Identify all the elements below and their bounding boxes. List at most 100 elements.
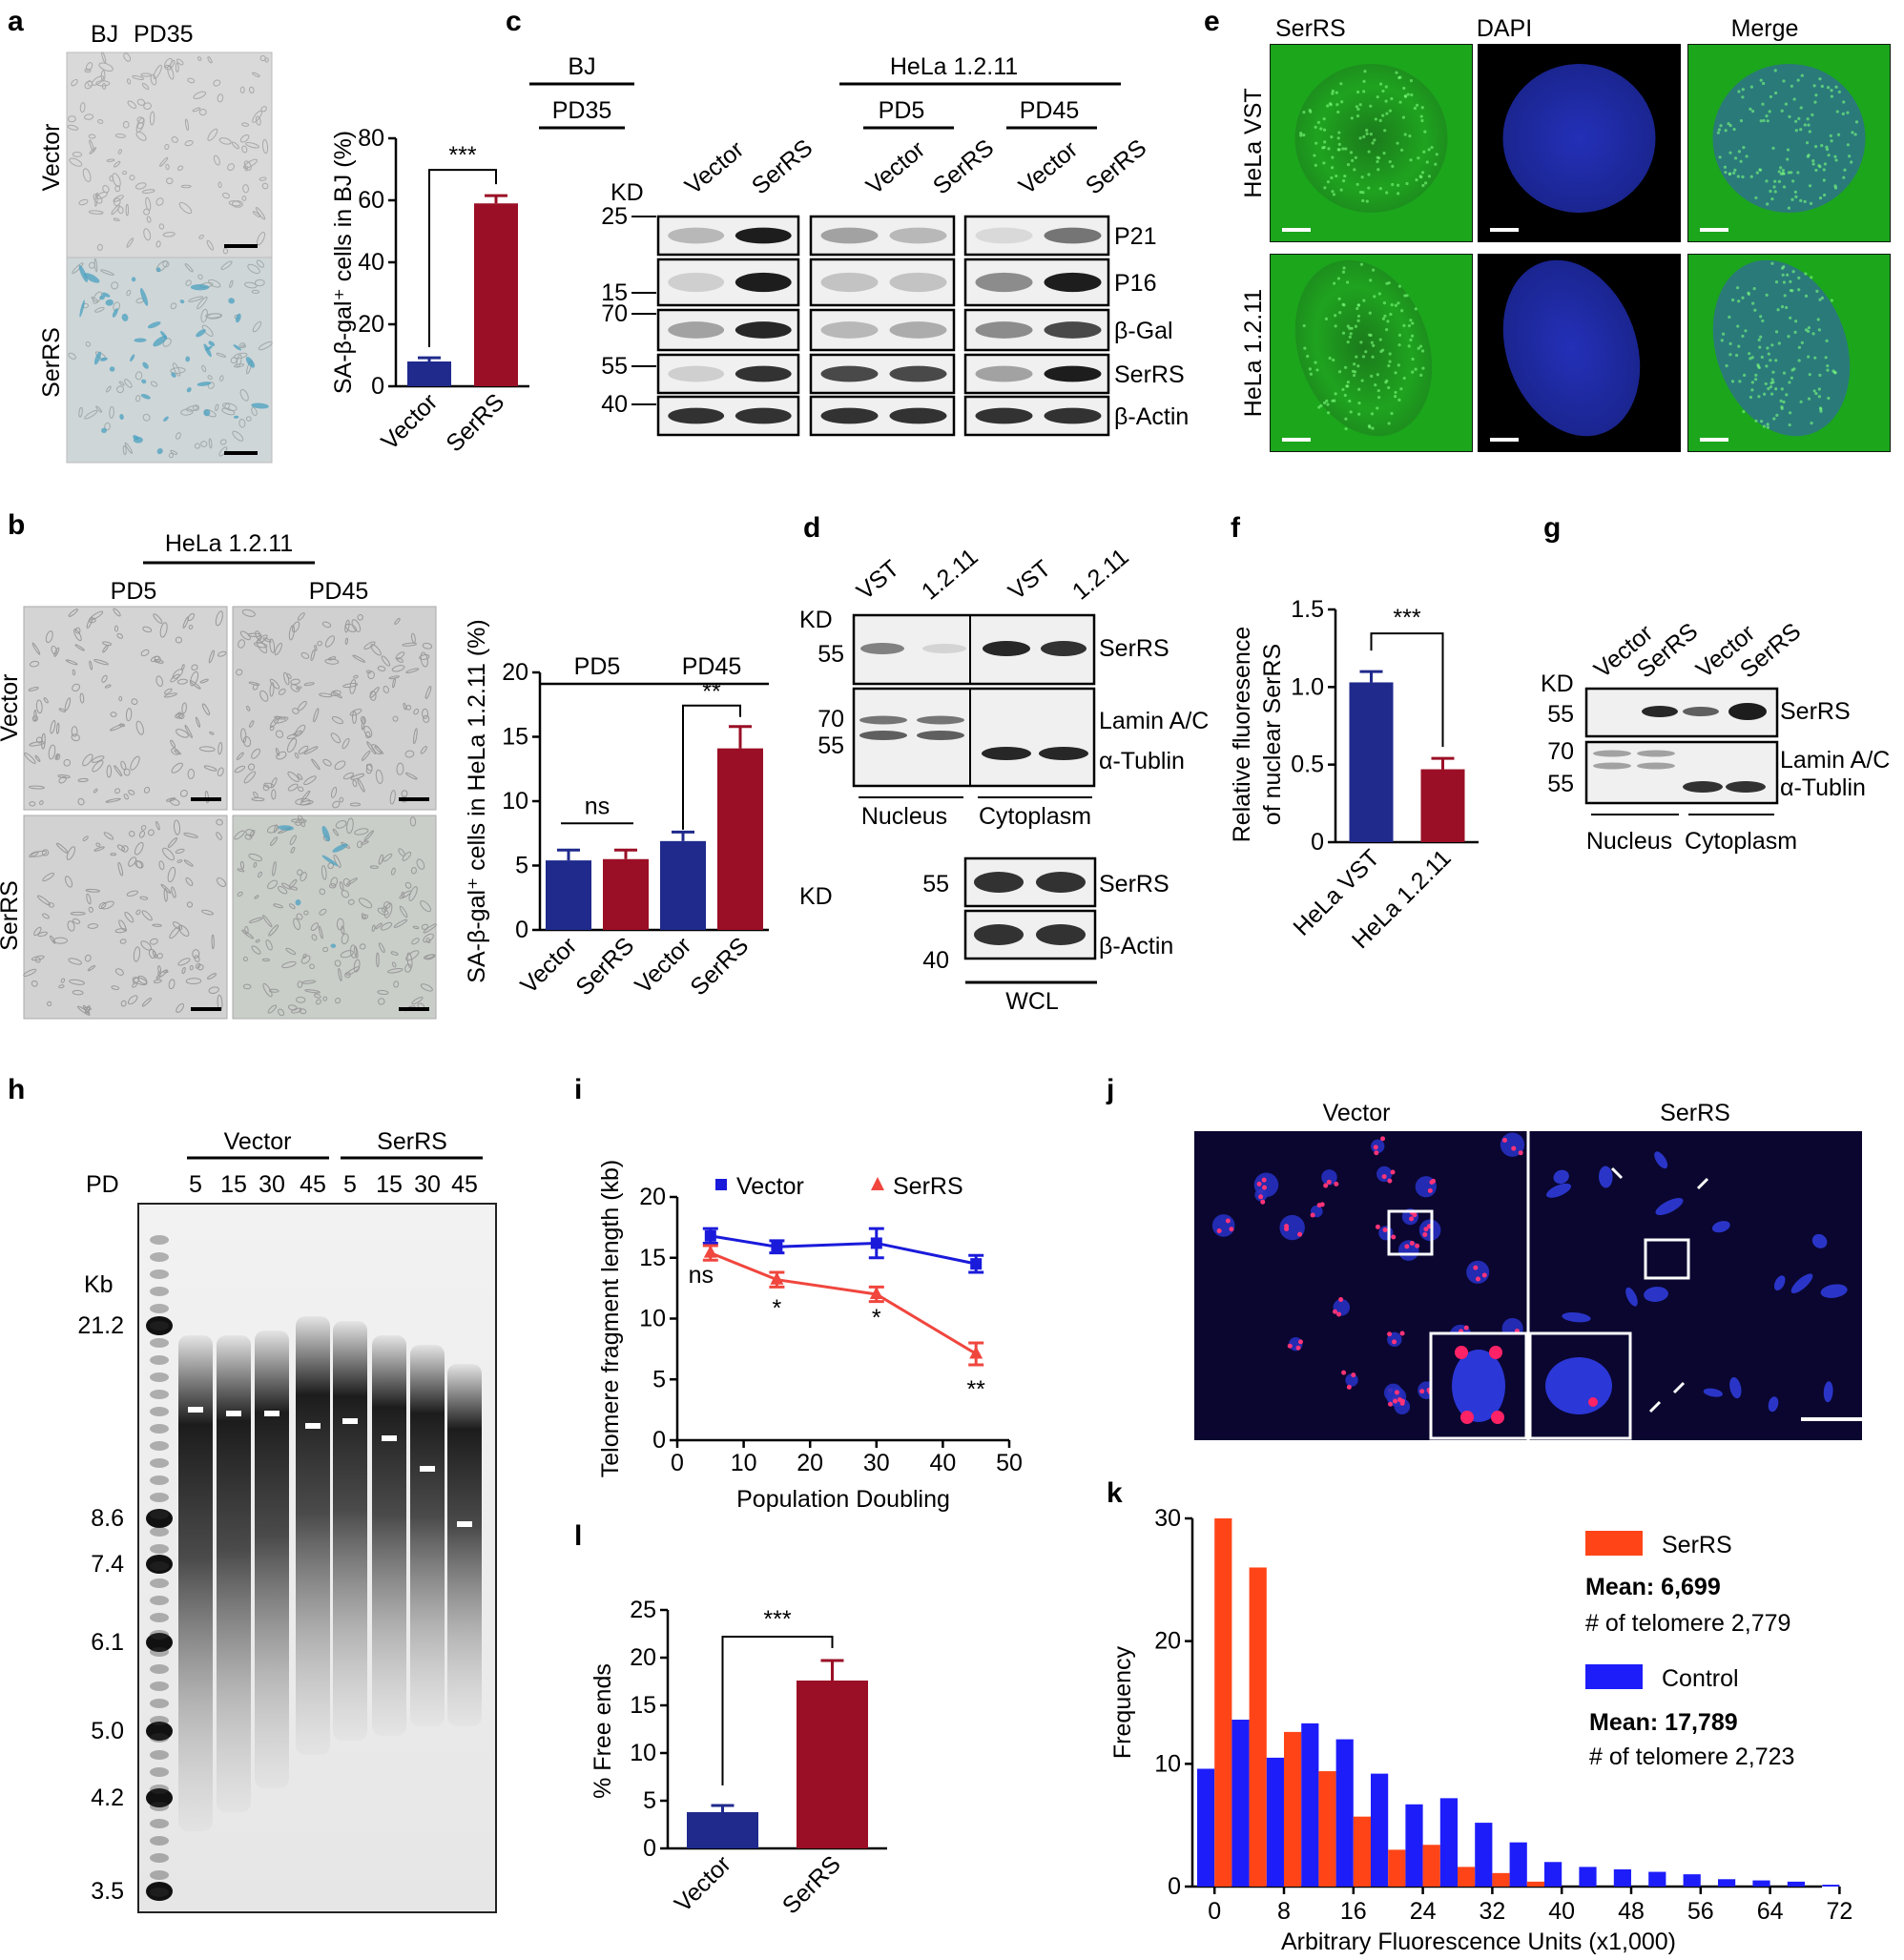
cell xyxy=(183,832,198,838)
cell xyxy=(164,57,173,69)
cell xyxy=(239,630,251,641)
cell xyxy=(342,877,351,887)
histogram-bar xyxy=(1214,1518,1232,1887)
speckle xyxy=(1334,314,1337,318)
cell xyxy=(213,79,221,87)
y-tick-label: 0 xyxy=(643,1835,656,1862)
cell xyxy=(204,790,210,804)
speckle xyxy=(1753,308,1757,312)
speckle xyxy=(1331,155,1335,159)
cell xyxy=(425,938,431,943)
speckle xyxy=(1842,100,1846,104)
cell xyxy=(163,688,173,694)
cell xyxy=(117,206,124,215)
cell xyxy=(420,983,433,992)
kd-title: KD xyxy=(799,607,833,633)
cell xyxy=(155,969,168,980)
ladder-smear xyxy=(150,1596,169,1605)
cell xyxy=(322,996,328,1001)
cell xyxy=(283,671,290,686)
cell xyxy=(132,75,145,80)
speckle xyxy=(1399,387,1403,391)
telomere-signal xyxy=(1397,1397,1403,1403)
speckle xyxy=(1825,339,1829,342)
cell xyxy=(241,122,250,127)
band xyxy=(975,365,1033,382)
cell xyxy=(349,679,357,694)
cell xyxy=(78,406,83,418)
speckle xyxy=(1402,86,1406,91)
median-marker xyxy=(226,1411,241,1416)
cell xyxy=(175,636,183,644)
speckle xyxy=(1369,104,1373,108)
speckle xyxy=(1415,103,1419,107)
band xyxy=(1726,781,1766,793)
cell xyxy=(156,953,163,959)
cell xyxy=(195,962,201,969)
speckle xyxy=(1810,276,1813,279)
cell xyxy=(193,91,207,99)
speckle xyxy=(1811,159,1815,163)
cell xyxy=(298,745,309,754)
chromosome xyxy=(1811,1233,1828,1248)
telomere-signal xyxy=(1399,1331,1405,1336)
speckle xyxy=(1810,421,1813,425)
y-tick-label: 5 xyxy=(515,853,528,879)
speckle xyxy=(1818,298,1822,301)
speckle xyxy=(1791,270,1795,274)
size-marker: 3.5 xyxy=(91,1878,124,1905)
band xyxy=(668,321,725,339)
cell xyxy=(72,989,84,996)
speckle xyxy=(1761,81,1766,86)
band xyxy=(1039,747,1088,760)
ladder-smear xyxy=(150,1785,169,1794)
telomere-signal xyxy=(1287,1343,1293,1349)
speckle xyxy=(1332,193,1336,196)
telomere-signal xyxy=(1412,1212,1418,1218)
x-tick-label: 0 xyxy=(1208,1898,1221,1925)
speckle xyxy=(1389,312,1393,317)
cell xyxy=(412,925,420,930)
band xyxy=(889,321,947,339)
y-tick-label: 20 xyxy=(630,1644,656,1671)
speckle xyxy=(1770,378,1774,382)
cell xyxy=(69,157,83,167)
speckle xyxy=(1774,387,1778,391)
col-label: SerRS xyxy=(1275,15,1346,42)
cell xyxy=(274,715,286,720)
cell xyxy=(126,890,138,897)
speckle xyxy=(1335,103,1339,107)
data-point xyxy=(770,1271,784,1285)
ladder-smear xyxy=(150,1372,169,1382)
cell xyxy=(50,719,56,734)
speckle xyxy=(1357,412,1361,416)
ladder-smear xyxy=(150,1441,169,1451)
cell xyxy=(221,192,230,199)
cell xyxy=(187,77,196,84)
band xyxy=(982,747,1031,760)
speckle xyxy=(1737,90,1741,93)
cell xyxy=(217,742,223,755)
kd-marker: 70 xyxy=(601,300,628,327)
speckle xyxy=(1782,79,1786,83)
speckle xyxy=(1308,367,1312,371)
row-label-serrs: SerRS xyxy=(0,880,23,951)
protein-label: SerRS xyxy=(1114,361,1185,388)
speckle xyxy=(1418,344,1423,348)
cell xyxy=(393,918,408,928)
cell xyxy=(106,385,112,393)
cell xyxy=(335,820,347,829)
speckle xyxy=(1344,147,1348,151)
cell xyxy=(228,200,241,207)
band xyxy=(975,407,1033,424)
cell xyxy=(125,708,133,722)
speckle xyxy=(1749,395,1752,400)
cell xyxy=(344,619,350,633)
speckle xyxy=(1393,394,1397,399)
speckle xyxy=(1364,350,1368,354)
col-label: DAPI xyxy=(1477,15,1532,42)
speckle xyxy=(1373,295,1376,299)
cell xyxy=(116,844,126,852)
